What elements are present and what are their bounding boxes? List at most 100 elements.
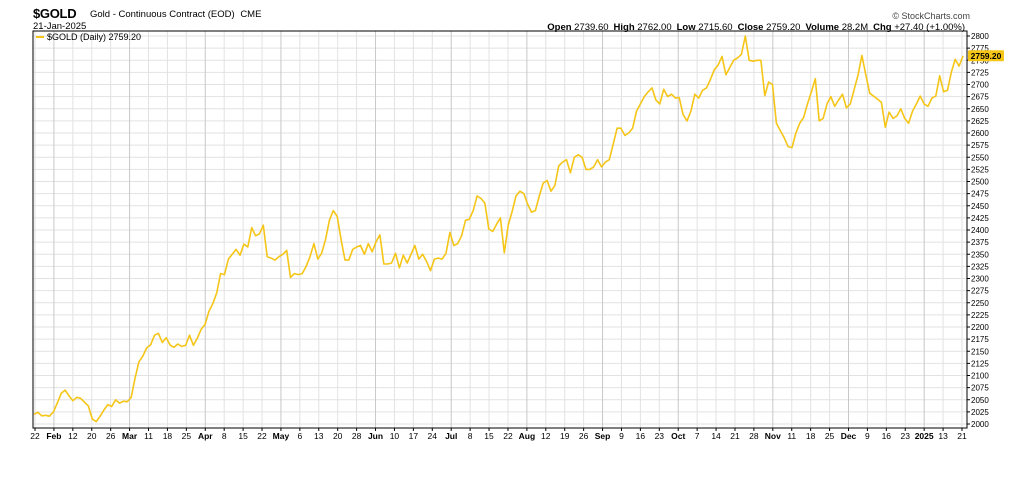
chart-grid — [33, 31, 967, 428]
y-tick-label: 2050 — [971, 396, 989, 405]
legend-label: $GOLD (Daily) 2759.20 — [47, 32, 141, 42]
x-tick-label: 25 — [182, 431, 192, 441]
y-tick-label: 2350 — [971, 250, 989, 259]
x-tick-label: 7 — [695, 431, 700, 441]
x-tick-label: 18 — [163, 431, 173, 441]
stat-value: 2715.60 — [698, 22, 733, 33]
stat-label: High — [613, 22, 638, 33]
x-tick-label: 11 — [144, 431, 153, 441]
x-tick-label: Apr — [198, 431, 213, 441]
y-tick-label: 2475 — [971, 190, 989, 199]
y-tick-label: 2600 — [971, 129, 989, 138]
x-tick-label: 8 — [222, 431, 227, 441]
y-tick-label: 2150 — [971, 347, 989, 356]
price-stats: Open 2739.60 High 2762.00 Low 2715.60 Close… — [547, 22, 970, 33]
x-tick-label: 23 — [901, 431, 911, 441]
x-tick-label: Sep — [595, 431, 611, 441]
y-tick-label: 2325 — [971, 262, 989, 271]
x-tick-label: 19 — [560, 431, 570, 441]
y-tick-label: 2175 — [971, 335, 989, 344]
y-tick-label: 2100 — [971, 372, 989, 381]
x-tick-label: 14 — [711, 431, 721, 441]
y-tick-label: 2625 — [971, 117, 989, 126]
x-tick-label: 28 — [352, 431, 362, 441]
y-tick-label: 2400 — [971, 226, 989, 235]
last-price-marker: 2759.20 — [968, 50, 1004, 62]
x-tick-label: 28 — [749, 431, 759, 441]
y-axis: 2000 2025 2050 2075 2100 2125 2150 2175 2200 2225… — [967, 32, 989, 429]
x-tick-label: 23 — [655, 431, 665, 441]
y-tick-label: 2075 — [971, 384, 989, 393]
y-tick-label: 2700 — [971, 81, 989, 90]
x-tick-label: 16 — [882, 431, 892, 441]
y-tick-label: 2450 — [971, 202, 989, 211]
y-tick-label: 2250 — [971, 299, 989, 308]
x-tick-label: 9 — [619, 431, 624, 441]
x-tick-label: 16 — [636, 431, 646, 441]
x-tick-label: 13 — [938, 431, 948, 441]
stat-value: 2739.60 — [574, 22, 609, 33]
y-tick-label: 2000 — [971, 420, 989, 429]
x-tick-label: 18 — [806, 431, 816, 441]
x-tick-label: 13 — [314, 431, 324, 441]
x-tick-label: 2025 — [915, 431, 934, 441]
x-tick-label: 26 — [579, 431, 589, 441]
stat-label: Close — [737, 22, 767, 33]
last-price-label: 2759.20 — [971, 51, 1002, 61]
y-tick-label: 2675 — [971, 93, 989, 102]
x-tick-label: 20 — [333, 431, 343, 441]
y-tick-label: 2500 — [971, 178, 989, 187]
contract-description: Gold - Continuous Contract (EOD) CME — [90, 9, 261, 20]
chart-date: 21-Jan-2025 — [33, 21, 87, 32]
x-tick-label: 26 — [106, 431, 116, 441]
y-tick-label: 2375 — [971, 238, 989, 247]
x-tick-label: 21 — [957, 431, 967, 441]
exchange-name: CME — [240, 9, 262, 20]
x-tick-label: 20 — [87, 431, 97, 441]
symbol-title: $GOLD — [33, 6, 77, 21]
stat-label: Open — [547, 22, 575, 33]
x-tick-label: 22 — [503, 431, 513, 441]
y-tick-label: 2650 — [971, 105, 989, 114]
x-tick-label: Aug — [519, 431, 536, 441]
x-tick-label: Mar — [122, 431, 138, 441]
x-tick-label: 22 — [30, 431, 40, 441]
y-tick-label: 2300 — [971, 275, 989, 284]
x-tick-label: 12 — [68, 431, 78, 441]
x-tick-label: 22 — [257, 431, 267, 441]
x-tick-label: 21 — [730, 431, 740, 441]
x-tick-label: 10 — [390, 431, 400, 441]
x-tick-label: Nov — [765, 431, 781, 441]
x-tick-label: 17 — [409, 431, 419, 441]
y-tick-label: 2200 — [971, 323, 989, 332]
x-axis: 22 Feb 12 20 26 Mar 11 18 25 Apr 8 15 22 May 6 13 20 28 Ju… — [30, 428, 967, 441]
y-tick-label: 2800 — [971, 32, 989, 41]
x-tick-label: 12 — [541, 431, 551, 441]
stat-value: 28.2M — [841, 22, 869, 33]
y-tick-label: 2425 — [971, 214, 989, 223]
x-tick-label: 9 — [865, 431, 870, 441]
x-tick-label: Dec — [841, 431, 857, 441]
x-tick-label: May — [273, 431, 290, 441]
x-tick-label: 24 — [428, 431, 438, 441]
stat-value: 2759.20 — [766, 22, 801, 33]
y-tick-label: 2525 — [971, 165, 989, 174]
x-tick-label: Feb — [46, 431, 61, 441]
x-tick-label: 25 — [825, 431, 835, 441]
y-tick-label: 2125 — [971, 359, 989, 368]
x-tick-label: 6 — [297, 431, 302, 441]
stat-label: Chg — [873, 22, 895, 33]
x-tick-label: 15 — [238, 431, 248, 441]
y-tick-label: 2775 — [971, 44, 989, 53]
gold-price-line — [33, 35, 964, 423]
x-tick-label: Jun — [368, 431, 383, 441]
y-tick-label: 2225 — [971, 311, 989, 320]
x-tick-label: 11 — [787, 431, 796, 441]
y-tick-label: 2025 — [971, 408, 989, 417]
stat-value: +27.40 (+1.00%) — [894, 22, 965, 33]
chart-legend: $GOLD (Daily) 2759.20 — [36, 32, 141, 42]
x-tick-label: Oct — [671, 431, 685, 441]
last-price-box — [968, 50, 1004, 62]
stat-label: Low — [676, 22, 699, 33]
